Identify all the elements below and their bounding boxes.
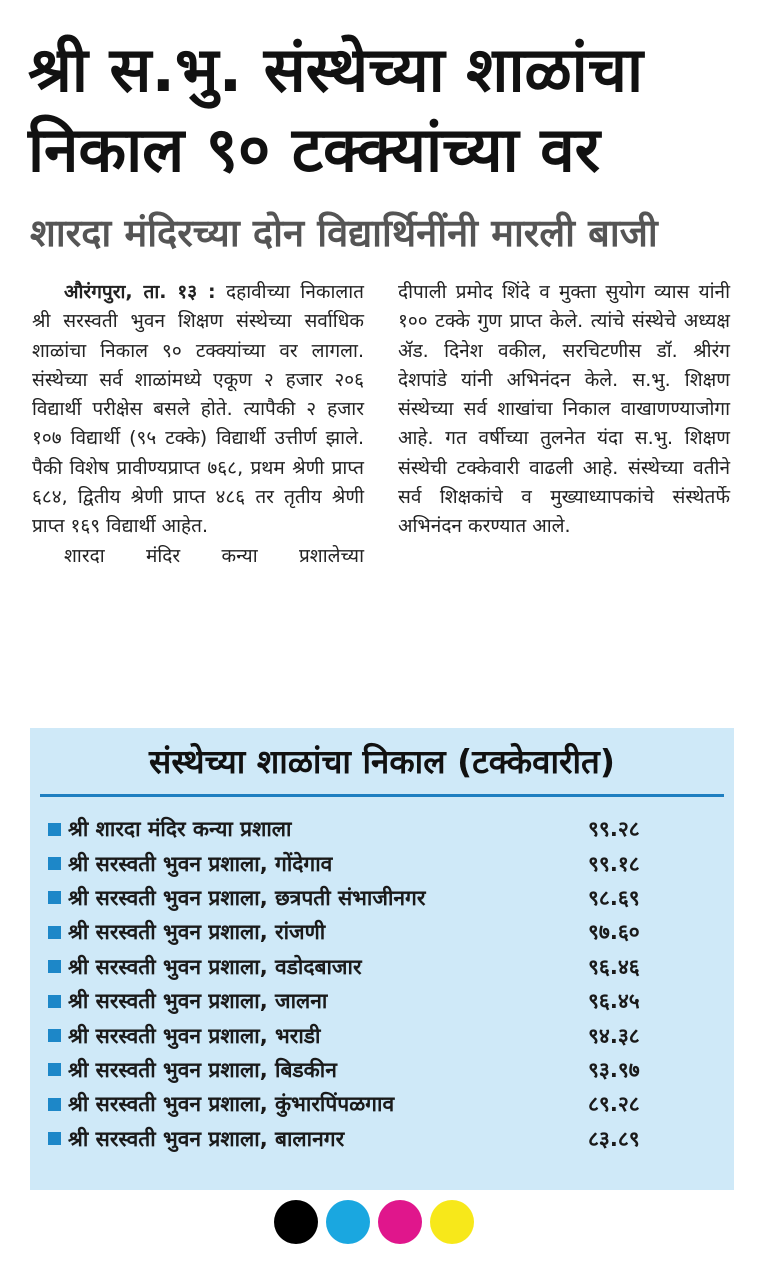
result-row: श्री सरस्वती भुवन प्रशाला, बालानगर ८३.८९ bbox=[48, 1122, 688, 1156]
article-column-right: दीपाली प्रमोद शिंदे व मुक्ता सुयोग व्यास… bbox=[398, 278, 730, 542]
result-percentage: ९८.६९ bbox=[588, 885, 640, 910]
registration-dot-black-icon bbox=[274, 1200, 318, 1244]
square-bullet-icon bbox=[48, 1097, 61, 1111]
square-bullet-icon bbox=[48, 1132, 61, 1146]
school-name: श्री सरस्वती भुवन प्रशाला, कुंभारपिंपळगा… bbox=[68, 1092, 395, 1117]
result-percentage: ८९.२८ bbox=[588, 1092, 640, 1117]
result-percentage: ९९.१८ bbox=[588, 851, 640, 876]
results-box: संस्थेच्या शाळांचा निकाल (टक्केवारीत) श्… bbox=[30, 728, 734, 1190]
article-paragraph-1-text: दहावीच्या निकालात श्री सरस्वती भुवन शिक्… bbox=[32, 281, 365, 538]
square-bullet-icon bbox=[48, 822, 61, 836]
registration-dot-cyan-icon bbox=[326, 1200, 370, 1244]
headline-line-1: श्री स.भु. संस्थेच्या शाळांचा bbox=[28, 33, 644, 106]
result-percentage: ८३.८९ bbox=[588, 1126, 640, 1151]
square-bullet-icon bbox=[48, 960, 61, 974]
results-box-title: संस्थेच्या शाळांचा निकाल (टक्केवारीत) bbox=[149, 742, 615, 781]
results-list: श्री शारदा मंदिर कन्या प्रशाला ९९.२८ श्री … bbox=[48, 812, 688, 1156]
article-paragraph-1: औरंगपुरा, ता. १३ : दहावीच्या निकालात श्र… bbox=[32, 278, 364, 542]
school-name: श्री सरस्वती भुवन प्रशाला, भराडी bbox=[68, 1023, 321, 1048]
registration-dot-magenta-icon bbox=[378, 1200, 422, 1244]
square-bullet-icon bbox=[48, 891, 61, 905]
registration-marks bbox=[274, 1200, 474, 1244]
school-name: श्री सरस्वती भुवन प्रशाला, गोंदेगाव bbox=[68, 851, 333, 876]
square-bullet-icon bbox=[48, 1029, 61, 1043]
dateline: औरंगपुरा, ता. १३ : bbox=[64, 281, 216, 303]
result-percentage: ९४.३८ bbox=[588, 1023, 640, 1048]
school-name: श्री सरस्वती भुवन प्रशाला, बिडकीन bbox=[68, 1057, 337, 1082]
result-row: श्री सरस्वती भुवन प्रशाला, कुंभारपिंपळगा… bbox=[48, 1087, 688, 1121]
result-row: श्री शारदा मंदिर कन्या प्रशाला ९९.२८ bbox=[48, 812, 688, 846]
result-percentage: ९७.६० bbox=[588, 920, 640, 945]
result-row: श्री सरस्वती भुवन प्रशाला, रांजणी ९७.६० bbox=[48, 915, 688, 949]
result-row: श्री सरस्वती भुवन प्रशाला, छत्रपती संभाज… bbox=[48, 881, 688, 915]
result-row: श्री सरस्वती भुवन प्रशाला, जालना ९६.४५ bbox=[48, 984, 688, 1018]
square-bullet-icon bbox=[48, 1063, 61, 1077]
school-name: श्री सरस्वती भुवन प्रशाला, जालना bbox=[68, 989, 328, 1014]
result-row: श्री सरस्वती भुवन प्रशाला, वडोदबाजार ९६.४… bbox=[48, 950, 688, 984]
subheadline: शारदा मंदिरच्या दोन विद्यार्थिनींनी मारल… bbox=[30, 211, 658, 255]
result-percentage: ९९.२८ bbox=[588, 817, 640, 842]
results-box-divider bbox=[40, 794, 724, 797]
result-row: श्री सरस्वती भुवन प्रशाला, भराडी ९४.३८ bbox=[48, 1018, 688, 1052]
result-row: श्री सरस्वती भुवन प्रशाला, बिडकीन ९३.९७ bbox=[48, 1053, 688, 1087]
article-column-left: औरंगपुरा, ता. १३ : दहावीच्या निकालात श्र… bbox=[32, 278, 364, 571]
school-name: श्री सरस्वती भुवन प्रशाला, बालानगर bbox=[68, 1126, 345, 1151]
square-bullet-icon bbox=[48, 857, 61, 871]
headline-line-2: निकाल ९० टक्क्यांच्या वर bbox=[28, 113, 601, 186]
school-name: श्री सरस्वती भुवन प्रशाला, वडोदबाजार bbox=[68, 954, 362, 979]
square-bullet-icon bbox=[48, 994, 61, 1008]
article-paragraph-2-continued: दीपाली प्रमोद शिंदे व मुक्ता सुयोग व्यास… bbox=[398, 281, 730, 538]
school-name: श्री शारदा मंदिर कन्या प्रशाला bbox=[68, 817, 292, 842]
result-row: श्री सरस्वती भुवन प्रशाला, गोंदेगाव ९९.१८ bbox=[48, 846, 688, 880]
headline: श्री स.भु. संस्थेच्या शाळांचा निकाल ९० ट… bbox=[28, 30, 748, 190]
school-name: श्री सरस्वती भुवन प्रशाला, रांजणी bbox=[68, 920, 326, 945]
school-name: श्री सरस्वती भुवन प्रशाला, छत्रपती संभाज… bbox=[68, 885, 426, 910]
article-paragraph-2-start: शारदा मंदिर कन्या प्रशालेच्या bbox=[64, 544, 364, 567]
square-bullet-icon bbox=[48, 925, 61, 939]
result-percentage: ९३.९७ bbox=[588, 1057, 640, 1082]
result-percentage: ९६.४६ bbox=[588, 954, 640, 979]
result-percentage: ९६.४५ bbox=[588, 989, 640, 1014]
registration-dot-yellow-icon bbox=[430, 1200, 474, 1244]
